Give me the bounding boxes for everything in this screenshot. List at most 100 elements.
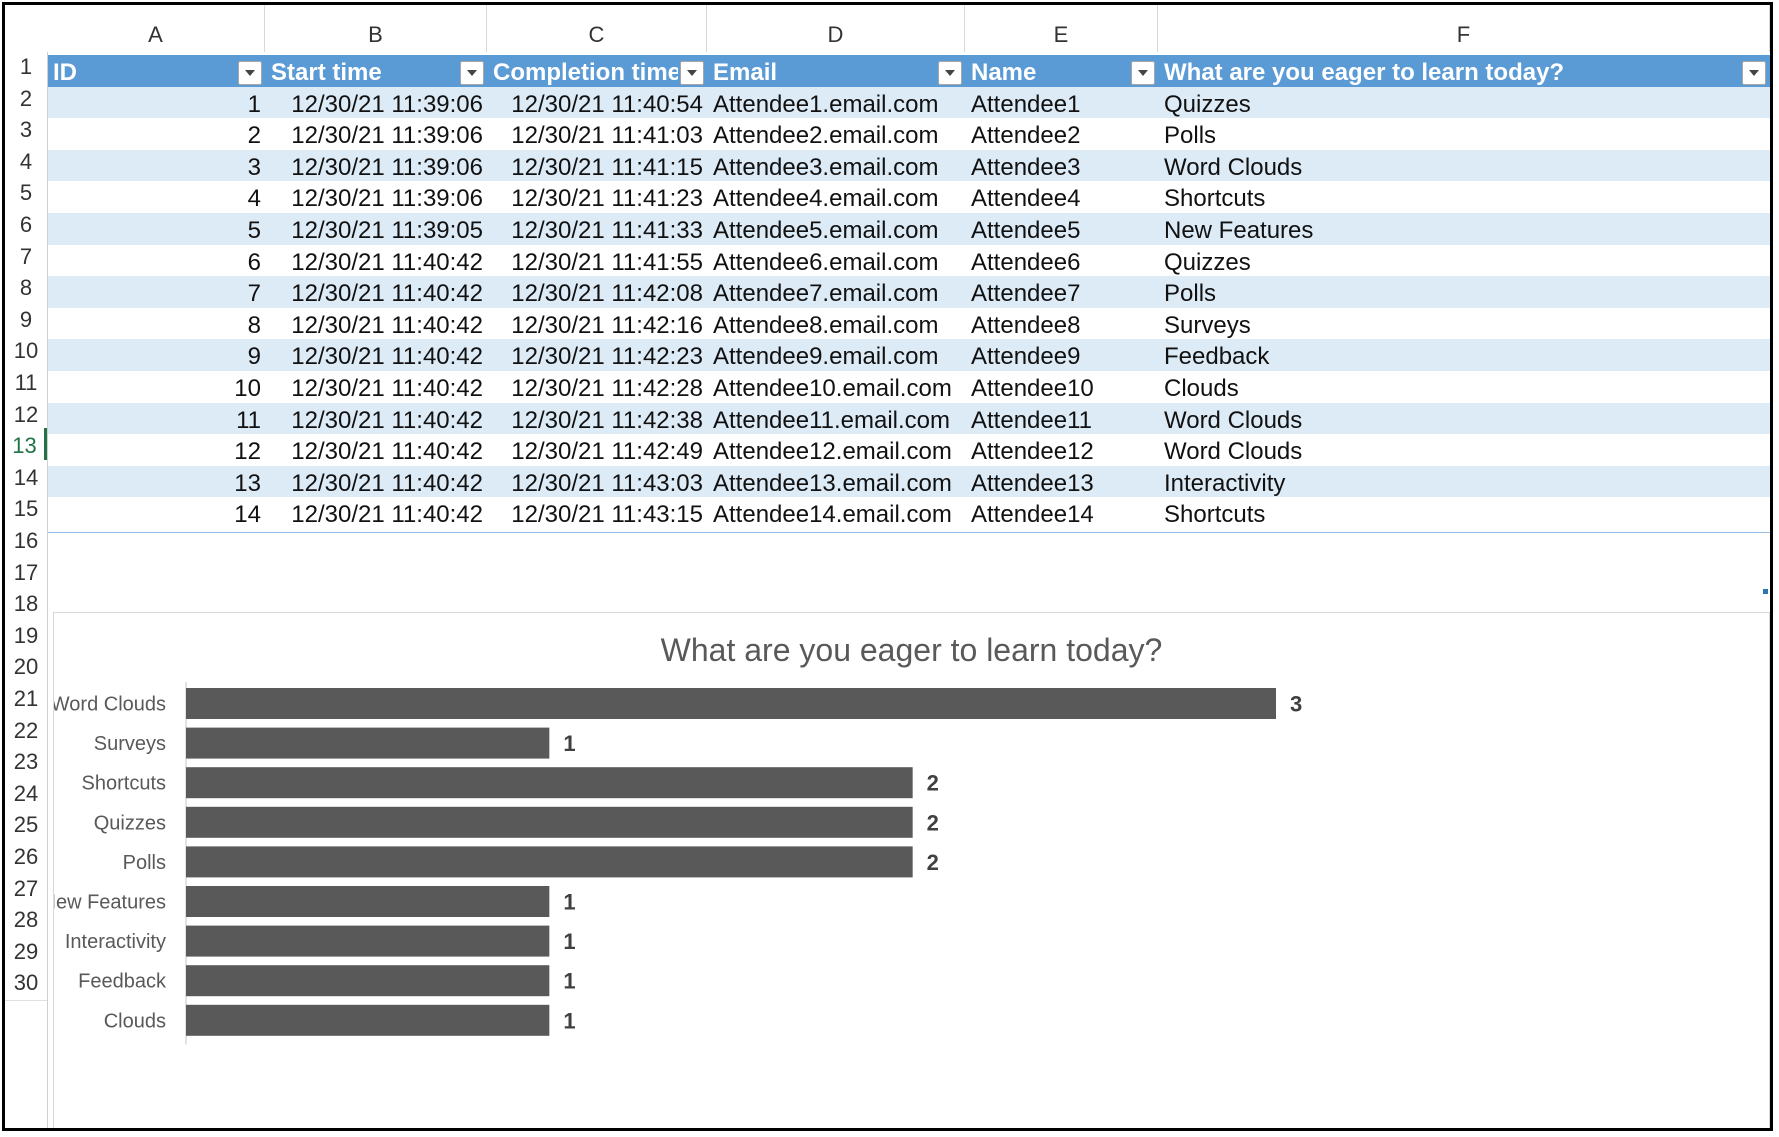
cell-completion-time[interactable]: 12/30/21 11:42:28 [511, 375, 703, 402]
cell-id[interactable]: 2 [247, 122, 261, 150]
bar-chart[interactable]: What are you eager to learn today? Word … [53, 612, 1770, 1128]
cell-name[interactable]: Attendee13 [971, 469, 1094, 497]
cell-email[interactable]: Attendee13.email.com [713, 469, 952, 497]
row-header-6[interactable]: 6 [5, 207, 47, 243]
cell-eager-to-learn[interactable]: Polls [1164, 122, 1217, 150]
cell-start-time[interactable]: 12/30/21 11:40:42 [291, 280, 483, 308]
cell-id[interactable]: 9 [247, 343, 261, 371]
cell-id[interactable]: 5 [247, 217, 261, 244]
filter-dropdown-icon[interactable] [1131, 61, 1155, 85]
row-header-5[interactable]: 5 [5, 175, 47, 212]
cell-email[interactable]: Attendee3.email.com [713, 153, 939, 181]
cell-completion-time[interactable]: 12/30/21 11:42:38 [511, 406, 703, 434]
row-header-21[interactable]: 21 [5, 681, 47, 717]
cell-email[interactable]: Attendee1.email.com [713, 90, 939, 118]
row-header-18[interactable]: 18 [5, 586, 47, 623]
cell-eager-to-learn[interactable]: Quizzes [1164, 248, 1251, 276]
cell-start-time[interactable]: 12/30/21 11:39:06 [291, 153, 483, 181]
row-header-11[interactable]: 11 [5, 365, 47, 401]
cell-completion-time[interactable]: 12/30/21 11:42:16 [511, 311, 703, 339]
cell-email[interactable]: Attendee12.email.com [713, 438, 952, 466]
cell-id[interactable]: 11 [236, 406, 261, 434]
cell-start-time[interactable]: 12/30/21 11:39:06 [291, 122, 483, 150]
column-header-b[interactable]: B [265, 5, 487, 52]
filter-dropdown-icon[interactable] [680, 61, 704, 85]
row-header-28[interactable]: 28 [5, 902, 47, 939]
header-start-time[interactable]: Start time [271, 59, 382, 86]
cell-name[interactable]: Attendee11 [971, 406, 1092, 434]
cell-id[interactable]: 10 [234, 375, 261, 402]
filter-dropdown-icon[interactable] [460, 61, 484, 85]
cell-start-time[interactable]: 12/30/21 11:40:42 [291, 501, 483, 529]
table-resize-handle[interactable] [1763, 589, 1768, 594]
cell-name[interactable]: Attendee5 [971, 217, 1081, 244]
cell-name[interactable]: Attendee1 [971, 90, 1081, 118]
cell-email[interactable]: Attendee4.email.com [713, 185, 939, 213]
header-id[interactable]: ID [53, 59, 77, 86]
row-header-26[interactable]: 26 [5, 839, 47, 875]
cell-email[interactable]: Attendee10.email.com [713, 375, 952, 402]
cell-eager-to-learn[interactable]: Surveys [1164, 311, 1251, 339]
cell-email[interactable]: Attendee6.email.com [713, 248, 939, 276]
row-header-4[interactable]: 4 [5, 143, 47, 180]
cell-email[interactable]: Attendee9.email.com [713, 343, 939, 371]
bar[interactable] [186, 688, 1276, 719]
cell-completion-time[interactable]: 12/30/21 11:41:15 [511, 153, 703, 181]
row-header-22[interactable]: 22 [5, 712, 47, 749]
row-header-9[interactable]: 9 [5, 301, 47, 338]
cell-name[interactable]: Attendee10 [971, 375, 1094, 402]
cell-completion-time[interactable]: 12/30/21 11:40:54 [511, 90, 703, 118]
cell-completion-time[interactable]: 12/30/21 11:43:03 [511, 469, 703, 497]
cell-start-time[interactable]: 12/30/21 11:40:42 [291, 406, 483, 434]
cell-name[interactable]: Attendee6 [971, 248, 1081, 276]
cell-id[interactable]: 4 [247, 185, 261, 213]
cell-eager-to-learn[interactable]: Word Clouds [1164, 406, 1303, 434]
cell-completion-time[interactable]: 12/30/21 11:41:23 [511, 185, 703, 213]
cell-start-time[interactable]: 12/30/21 11:40:42 [291, 248, 483, 276]
select-all-corner[interactable] [5, 5, 47, 52]
cell-id[interactable]: 3 [247, 153, 261, 181]
row-header-29[interactable]: 29 [5, 933, 47, 970]
filter-dropdown-icon[interactable] [238, 61, 262, 85]
header-name[interactable]: Name [971, 59, 1037, 86]
cell-eager-to-learn[interactable]: Feedback [1164, 343, 1270, 371]
row-header-25[interactable]: 25 [5, 807, 47, 844]
cell-email[interactable]: Attendee7.email.com [713, 280, 939, 308]
bar[interactable] [186, 965, 550, 997]
bar[interactable] [186, 1004, 550, 1036]
column-header-c[interactable]: C [487, 5, 707, 52]
bar[interactable] [186, 886, 550, 917]
row-header-17[interactable]: 17 [5, 554, 47, 591]
row-header-7[interactable]: 7 [5, 238, 47, 275]
cell-eager-to-learn[interactable]: Word Clouds [1164, 153, 1303, 181]
cell-eager-to-learn[interactable]: Shortcuts [1164, 185, 1266, 213]
bar[interactable] [186, 727, 550, 759]
cell-completion-time[interactable]: 12/30/21 11:41:03 [511, 122, 703, 150]
cell-start-time[interactable]: 12/30/21 11:40:42 [291, 343, 483, 371]
cell-eager-to-learn[interactable]: Quizzes [1164, 90, 1251, 118]
cell-eager-to-learn[interactable]: Interactivity [1164, 469, 1286, 497]
row-header-20[interactable]: 20 [5, 649, 47, 686]
cell-name[interactable]: Attendee14 [971, 501, 1094, 529]
column-header-a[interactable]: A [47, 5, 265, 52]
row-header-12[interactable]: 12 [5, 396, 47, 433]
cell-id[interactable]: 7 [247, 280, 261, 308]
cell-id[interactable]: 14 [234, 501, 261, 529]
row-header-13[interactable]: 13 [5, 428, 47, 465]
cell-email[interactable]: Attendee14.email.com [713, 501, 952, 529]
cell-email[interactable]: Attendee2.email.com [713, 122, 939, 150]
cell-start-time[interactable]: 12/30/21 11:40:42 [291, 438, 483, 466]
cell-name[interactable]: Attendee8 [971, 311, 1081, 339]
row-header-3[interactable]: 3 [5, 112, 47, 149]
column-header-d[interactable]: D [707, 5, 965, 52]
cell-start-time[interactable]: 12/30/21 11:40:42 [291, 469, 483, 497]
cell-id[interactable]: 1 [247, 90, 261, 118]
cell-start-time[interactable]: 12/30/21 11:39:06 [291, 90, 483, 118]
bar[interactable] [186, 925, 550, 957]
cell-completion-time[interactable]: 12/30/21 11:43:15 [511, 501, 703, 529]
cell-start-time[interactable]: 12/30/21 11:39:06 [291, 185, 483, 213]
row-header-23[interactable]: 23 [5, 744, 47, 781]
cell-completion-time[interactable]: 12/30/21 11:42:23 [511, 343, 703, 371]
bar[interactable] [186, 806, 913, 838]
header-eager-to-learn[interactable]: What are you eager to learn today? [1164, 59, 1565, 86]
